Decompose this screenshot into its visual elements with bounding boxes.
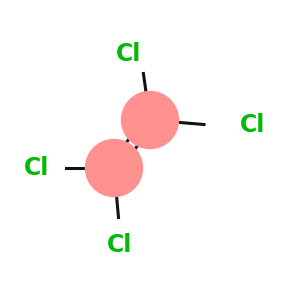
Circle shape <box>122 92 178 148</box>
Text: Cl: Cl <box>116 42 142 66</box>
Text: Cl: Cl <box>240 112 266 136</box>
Text: Cl: Cl <box>107 232 133 256</box>
Circle shape <box>85 140 142 196</box>
Text: Cl: Cl <box>24 156 50 180</box>
